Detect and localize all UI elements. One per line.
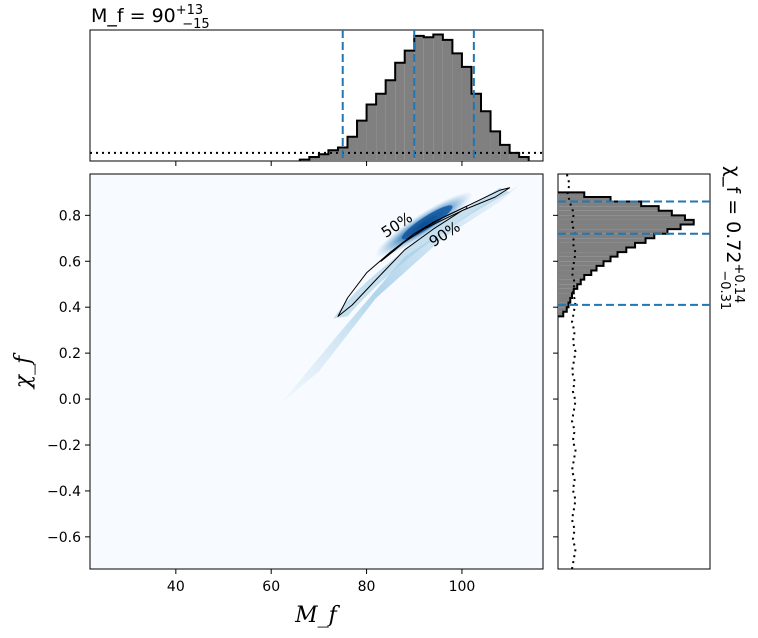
mf-hist-bar <box>404 50 415 161</box>
mf-hist-bar <box>328 150 338 161</box>
chif-hist-bar <box>558 229 668 234</box>
top-x-ticks <box>175 161 463 166</box>
chif-hist-bar <box>558 192 585 197</box>
mf-hist-bar <box>461 66 472 161</box>
credible-contours <box>337 187 511 317</box>
chif-hist-bar <box>558 298 571 303</box>
chif-hist-bar <box>558 206 659 211</box>
mf-hist-bar <box>318 154 329 161</box>
chif-hist-bar <box>558 311 564 317</box>
y-tick-label: 0.8 <box>59 208 81 224</box>
mf-hist-bar <box>519 156 529 161</box>
chif-hist-bar <box>558 233 655 239</box>
chif-hist-bar <box>558 201 642 207</box>
y-tick-label: −0.2 <box>47 438 81 454</box>
x-tick-label: 60 <box>262 579 280 595</box>
y-axis-title: χ_f <box>11 352 36 390</box>
mf-hist-bar <box>452 53 462 161</box>
y-tick-label: 0.0 <box>59 392 81 408</box>
mf-hist-bar <box>385 80 396 161</box>
x-tick-label: 100 <box>449 579 476 595</box>
chif-hist-bar <box>558 265 597 271</box>
chif-hist-bar <box>558 279 581 285</box>
right-y-ticks <box>553 214 558 538</box>
mf-histogram <box>90 33 543 161</box>
y-tick-label: −0.6 <box>47 530 81 546</box>
mf-hist-bar <box>509 152 520 161</box>
y-tick-label: 0.2 <box>59 346 81 362</box>
chif-marginal-panel: χ_f = 0.72+0.14−0.31 <box>553 166 746 570</box>
chif-hist-bar <box>558 270 592 276</box>
x-tick-label: 80 <box>358 579 376 595</box>
mf-annotation: M_f = 90+13 −15 <box>91 3 210 32</box>
density-core-inner <box>401 205 453 240</box>
chif-hist-bar <box>558 242 636 248</box>
chif-hist-bar <box>558 215 685 220</box>
y-tick-label: −0.4 <box>47 484 81 500</box>
mf-hist-bar <box>423 37 434 161</box>
chif-hist-bar <box>558 247 627 253</box>
x-axis-title: M_f <box>294 603 341 628</box>
joint-density-panel: 50% 90% 40 60 80 100 −0.6−0.4−0.20.00.20.40.… <box>47 173 544 595</box>
mf-hist-bar <box>309 156 319 161</box>
mf-hist-bar <box>433 34 443 161</box>
mf-hist-bar <box>376 93 386 161</box>
density-core <box>374 191 473 258</box>
chif-prior-line <box>565 174 577 569</box>
chif-hist-bar <box>558 219 694 225</box>
chif-hist-bar <box>558 196 611 202</box>
y-tick-label: 0.6 <box>59 254 81 270</box>
x-tick-label: 40 <box>167 579 185 595</box>
chif-hist-bar <box>558 288 574 294</box>
contour-90 <box>337 187 511 317</box>
chif-hist-bar <box>558 275 585 280</box>
chif-hist-bar <box>558 210 672 216</box>
chif-credible-lines <box>558 200 710 306</box>
mf-hist-bar <box>414 35 424 161</box>
mf-hist-bar <box>357 120 367 161</box>
mf-credible-lines <box>341 30 475 161</box>
mf-hist-bar <box>471 93 482 161</box>
mf-hist-bar <box>366 104 377 161</box>
mf-hist-bar <box>490 131 501 161</box>
chif-hist-bar <box>558 307 567 312</box>
mf-hist-bar <box>347 136 358 161</box>
chif-histogram <box>558 174 695 569</box>
joint-panel-frame <box>89 173 544 570</box>
mf-hist-bar <box>481 111 491 161</box>
mf-marginal-panel: M_f = 90+13 −15 <box>89 3 544 166</box>
x-axis-ticks: 40 60 80 100 <box>167 569 475 595</box>
mf-hist-bar <box>442 39 453 161</box>
y-axis-ticks: −0.6 −0.4 −0.2 0.0 0.2 0.4 0.6 0.8 <box>47 208 90 546</box>
chif-annotation: χ_f = 0.72+0.14−0.31 <box>717 166 746 310</box>
chif-hist-outline <box>558 191 695 318</box>
y-tick-label: 0.4 <box>59 300 81 316</box>
chif-hist-bar <box>558 224 681 230</box>
density-tail <box>280 185 520 404</box>
chif-hist-bar <box>558 293 573 299</box>
chif-hist-bar <box>558 238 646 243</box>
chif-hist-bar <box>558 284 578 289</box>
chif-hist-bar <box>558 252 618 257</box>
mf-hist-bar <box>395 62 405 161</box>
chif-hist-bar <box>558 261 604 266</box>
chif-hist-bar <box>558 256 611 262</box>
